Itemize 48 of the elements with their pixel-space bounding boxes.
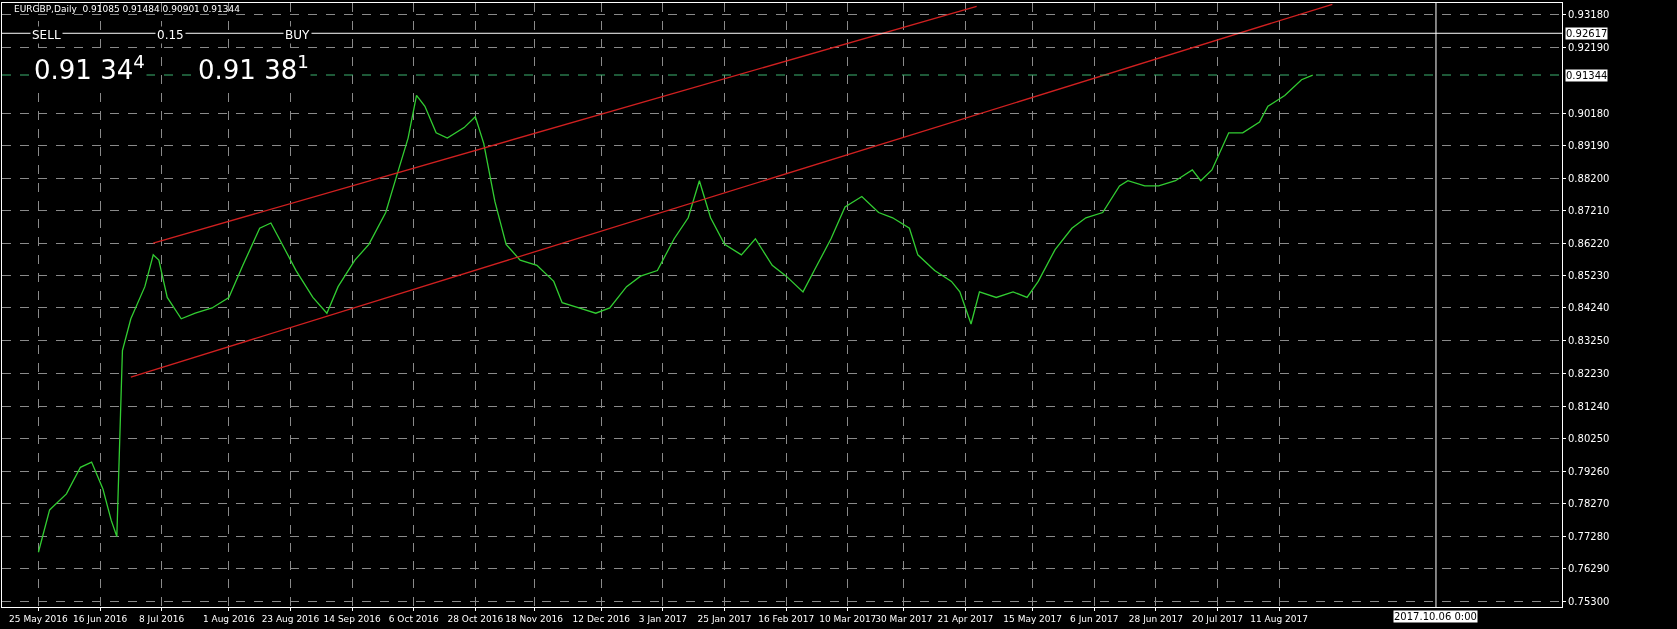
y-tick-label: 0.92190 <box>1568 41 1610 53</box>
y-tick-label: 0.84240 <box>1568 302 1610 314</box>
y-tick-label: 0.79260 <box>1568 465 1610 477</box>
x-tick-label: 23 Aug 2016 <box>261 613 320 624</box>
x-tick-label: 10 Mar 2017 <box>819 613 877 624</box>
x-tick-label: 28 Oct 2016 <box>447 613 504 624</box>
y-tick-label: 0.90180 <box>1568 107 1610 119</box>
x-tick-label: 16 Jun 2016 <box>72 613 128 624</box>
x-tick-label: 28 Jun 2017 <box>1128 613 1183 624</box>
y-tick-label: 0.78270 <box>1568 498 1610 510</box>
x-tick-label: 15 May 2017 <box>1003 613 1062 624</box>
x-tick-label: 25 May 2016 <box>9 613 69 624</box>
annotation: 0.91 38$^{1}$ <box>198 51 309 85</box>
y-tick-label: 0.88200 <box>1568 172 1610 184</box>
y-tick-label: 0.80250 <box>1568 433 1610 445</box>
annotation: SELL <box>32 28 61 42</box>
y-tick-label: 0.83250 <box>1568 334 1610 346</box>
y-tick-label: 0.75300 <box>1568 595 1610 607</box>
x-tick-label: 18 Nov 2016 <box>505 613 564 624</box>
x-tick-label: 20 Jul 2017 <box>1192 613 1243 624</box>
x-tick-label: 14 Sep 2016 <box>323 613 381 624</box>
y-tick-label: 0.89190 <box>1568 140 1610 152</box>
x-tick-label: 6 Oct 2016 <box>388 613 439 624</box>
x-tick-label: 1 Aug 2016 <box>202 613 256 624</box>
y-tick-label: 0.76290 <box>1568 563 1610 575</box>
x-tick-label: 8 Jul 2016 <box>139 613 185 624</box>
ref-line-label: 2017.10.06 0:00 <box>1394 611 1477 622</box>
x-tick-label: 25 Jan 2017 <box>697 613 752 624</box>
annotation: BUY <box>285 28 311 42</box>
y-tick-label: 0.85230 <box>1568 269 1610 281</box>
x-tick-label: 6 Jun 2017 <box>1070 613 1119 624</box>
ref-line-label: 0.92617 <box>1566 28 1608 39</box>
x-tick-label: 30 Mar 2017 <box>875 613 933 624</box>
x-tick-label: 12 Dec 2016 <box>572 613 631 624</box>
y-tick-label: 0.81240 <box>1568 400 1610 412</box>
y-tick-label: 0.93180 <box>1568 9 1610 21</box>
y-tick-label: 0.77280 <box>1568 530 1610 542</box>
annotation: 0.91 34$^{4}$ <box>34 51 145 85</box>
annotation: 0.15 <box>157 28 184 42</box>
y-tick-label: 0.86220 <box>1568 237 1610 249</box>
ref-line-label: 0.91344 <box>1566 70 1608 81</box>
y-tick-label: 0.87210 <box>1568 205 1610 217</box>
y-tick-label: 0.82230 <box>1568 368 1610 380</box>
x-tick-label: 21 Apr 2017 <box>937 613 994 624</box>
x-tick-label: 11 Aug 2017 <box>1250 613 1308 624</box>
x-tick-label: 3 Jan 2017 <box>638 613 688 624</box>
x-tick-label: 16 Feb 2017 <box>758 613 815 624</box>
chart-title: EURGBP,Daily 0.91085 0.91484 0.90901 0.91344 <box>14 4 241 15</box>
